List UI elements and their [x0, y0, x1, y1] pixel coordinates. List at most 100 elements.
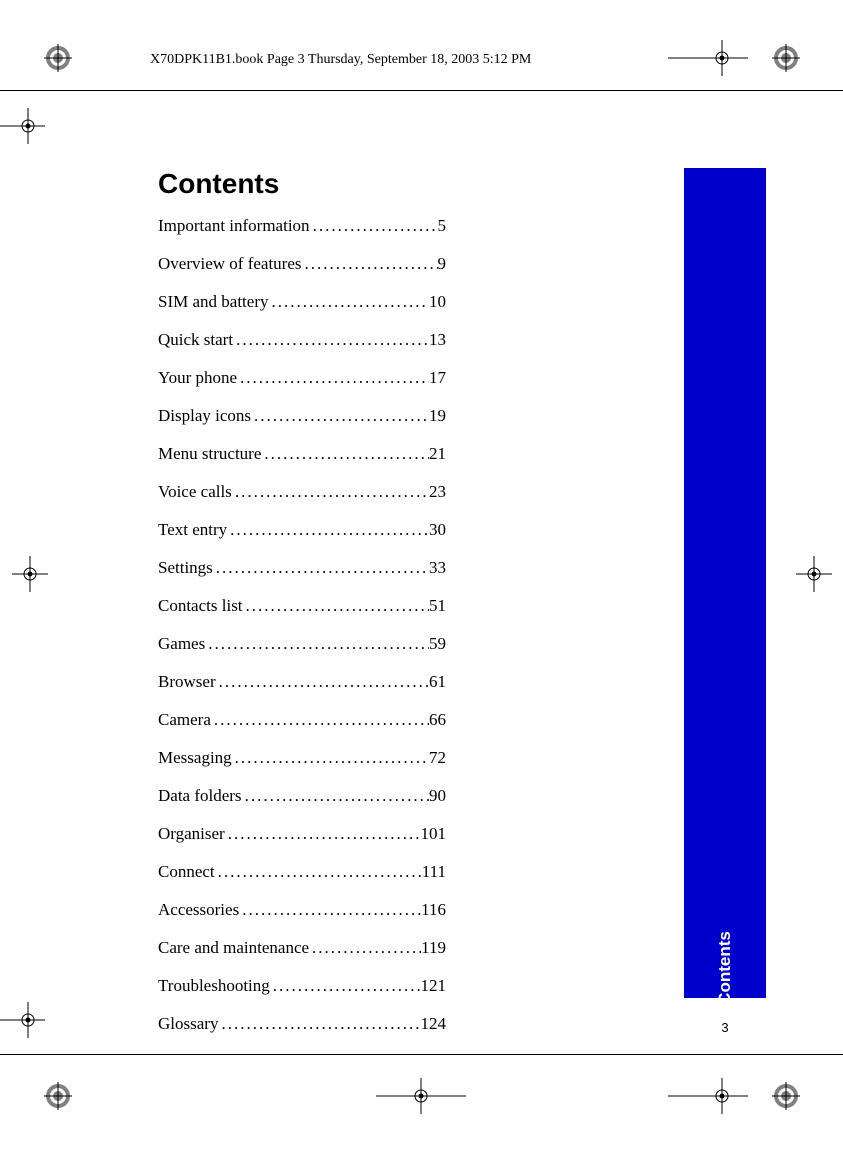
toc-row: Data folders 90: [158, 786, 446, 806]
crop-mark-icon: [668, 40, 748, 76]
toc-row: Voice calls 23: [158, 482, 446, 502]
toc-row: Important information 5: [158, 216, 446, 236]
toc-page-number: 30: [429, 520, 446, 540]
toc-row: Text entry 30: [158, 520, 446, 540]
content-area: Contents Important information 5 Overview…: [158, 168, 508, 1052]
toc-label: Organiser: [158, 824, 225, 844]
toc-label: Your phone: [158, 368, 237, 388]
toc-page-number: 51: [429, 596, 446, 616]
rule-bottom: [0, 1054, 843, 1055]
toc-row: Contacts list 51: [158, 596, 446, 616]
toc-label: Troubleshooting: [158, 976, 270, 996]
toc-leader-dots: [242, 786, 429, 806]
toc-page-number: 124: [421, 1014, 447, 1034]
toc-label: Quick start: [158, 330, 233, 350]
toc-row: Organiser 101: [158, 824, 446, 844]
toc-leader-dots: [215, 862, 422, 882]
toc-page-number: 33: [429, 558, 446, 578]
toc-row: Camera 66: [158, 710, 446, 730]
side-tab-label: Contents: [715, 931, 735, 1005]
toc-leader-dots: [268, 292, 429, 312]
page-number: 3: [684, 1020, 766, 1035]
crop-mark-icon: [0, 1002, 60, 1038]
toc-page-number: 61: [429, 672, 446, 692]
toc-page-number: 5: [438, 216, 447, 236]
crop-mark-icon: [668, 1078, 748, 1114]
toc-label: Overview of features: [158, 254, 302, 274]
toc-leader-dots: [233, 330, 429, 350]
toc-row: Messaging 72: [158, 748, 446, 768]
toc-leader-dots: [216, 672, 429, 692]
toc-leader-dots: [302, 254, 438, 274]
toc-label: Messaging: [158, 748, 232, 768]
toc-page-number: 19: [429, 406, 446, 426]
toc-page-number: 17: [429, 368, 446, 388]
toc-label: Browser: [158, 672, 216, 692]
toc-row: Browser 61: [158, 672, 446, 692]
toc-page-number: 72: [429, 748, 446, 768]
toc-leader-dots: [213, 558, 429, 578]
toc-row: SIM and battery 10: [158, 292, 446, 312]
crop-mark-icon: [376, 1078, 466, 1114]
toc-label: Glossary: [158, 1014, 218, 1034]
toc-list: Important information 5 Overview of featu…: [158, 216, 508, 1034]
toc-page-number: 116: [421, 900, 446, 920]
crop-mark-icon: [0, 108, 60, 144]
toc-row: Quick start 13: [158, 330, 446, 350]
toc-row: Your phone 17: [158, 368, 446, 388]
toc-page-number: 119: [421, 938, 446, 958]
toc-label: Important information: [158, 216, 310, 236]
toc-row: Troubleshooting 121: [158, 976, 446, 996]
toc-row: Care and maintenance 119: [158, 938, 446, 958]
registration-mark-icon: [44, 44, 72, 72]
page-title: Contents: [158, 168, 508, 200]
toc-page-number: 111: [422, 862, 446, 882]
toc-page-number: 23: [429, 482, 446, 502]
toc-row: Settings 33: [158, 558, 446, 578]
toc-label: Display icons: [158, 406, 251, 426]
toc-label: Data folders: [158, 786, 242, 806]
toc-leader-dots: [232, 748, 429, 768]
toc-leader-dots: [310, 216, 438, 236]
toc-label: Camera: [158, 710, 211, 730]
toc-label: Games: [158, 634, 205, 654]
toc-leader-dots: [225, 824, 421, 844]
toc-leader-dots: [243, 596, 429, 616]
toc-leader-dots: [205, 634, 429, 654]
toc-leader-dots: [237, 368, 429, 388]
document-header: X70DPK11B1.book Page 3 Thursday, Septemb…: [150, 52, 531, 68]
registration-mark-icon: [772, 44, 800, 72]
registration-mark-icon: [772, 1082, 800, 1110]
toc-leader-dots: [309, 938, 421, 958]
toc-page-number: 10: [429, 292, 446, 312]
toc-label: Connect: [158, 862, 215, 882]
toc-page-number: 121: [421, 976, 447, 996]
toc-page-number: 9: [438, 254, 447, 274]
toc-label: Contacts list: [158, 596, 243, 616]
toc-leader-dots: [261, 444, 429, 464]
toc-page-number: 66: [429, 710, 446, 730]
toc-leader-dots: [251, 406, 429, 426]
toc-leader-dots: [218, 1014, 420, 1034]
toc-label: Voice calls: [158, 482, 232, 502]
toc-row: Connect 111: [158, 862, 446, 882]
toc-label: SIM and battery: [158, 292, 268, 312]
toc-page-number: 90: [429, 786, 446, 806]
toc-label: Care and maintenance: [158, 938, 309, 958]
toc-label: Menu structure: [158, 444, 261, 464]
toc-leader-dots: [232, 482, 429, 502]
toc-row: Games 59: [158, 634, 446, 654]
toc-leader-dots: [227, 520, 429, 540]
toc-leader-dots: [239, 900, 421, 920]
toc-page-number: 59: [429, 634, 446, 654]
crop-mark-icon: [12, 556, 48, 592]
toc-row: Glossary 124: [158, 1014, 446, 1034]
toc-row: Menu structure 21: [158, 444, 446, 464]
toc-page-number: 101: [421, 824, 447, 844]
toc-row: Accessories 116: [158, 900, 446, 920]
toc-row: Overview of features 9: [158, 254, 446, 274]
toc-label: Text entry: [158, 520, 227, 540]
toc-label: Settings: [158, 558, 213, 578]
toc-page-number: 13: [429, 330, 446, 350]
rule-top: [0, 90, 843, 91]
